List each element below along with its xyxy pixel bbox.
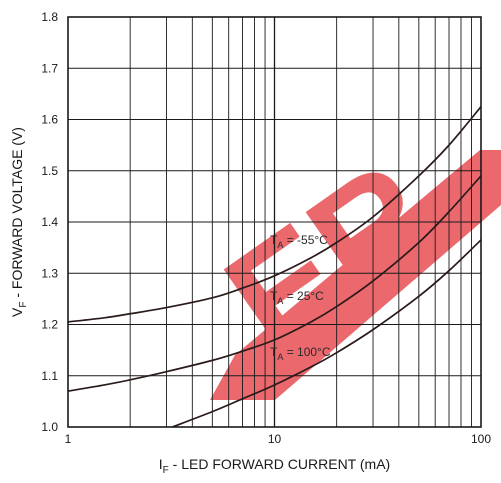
x-axis-title-sub: F: [163, 465, 169, 476]
series-group: [67, 106, 482, 428]
watermark-band: [210, 150, 501, 400]
series-line: [172, 239, 482, 428]
x-axis-title-rest: - LED FORWARD CURRENT (mA): [169, 456, 390, 472]
x-axis-title-main: I: [159, 456, 163, 472]
y-axis-title-rest: - FORWARD VOLTAGE (V): [9, 127, 25, 302]
x-tick-label: 100: [471, 432, 491, 446]
x-tick-label: 10: [268, 432, 282, 446]
series-line: [67, 106, 482, 323]
y-tick-label: 1.6: [41, 113, 58, 127]
y-tick-label: 1.0: [41, 420, 58, 434]
y-tick-label: 1.2: [41, 318, 58, 332]
y-tick-label: 1.1: [41, 369, 58, 383]
series-label: TA = 25°C: [270, 289, 324, 306]
y-axis-title: VF - FORWARD VOLTAGE (V): [9, 127, 29, 317]
y-tick-label: 1.7: [41, 61, 58, 75]
series-label: TA = 100°C: [270, 345, 331, 362]
plot-frame: [67, 16, 482, 428]
y-axis-title-main: V: [9, 307, 25, 317]
y-axis-title-sub: F: [18, 302, 29, 308]
y-tick-label: 1.3: [41, 266, 58, 280]
y-tick-label: 1.8: [41, 10, 58, 24]
series-line: [67, 175, 482, 392]
y-tick-label: 1.5: [41, 164, 58, 178]
series-label: TA = -55°C: [270, 233, 328, 250]
x-axis-title: IF - LED FORWARD CURRENT (mA): [159, 456, 390, 476]
grid: [68, 16, 481, 428]
x-tick-label: 1: [65, 432, 72, 446]
tick-labels: 1.0 1.1 1.2 1.3 1.4 1.5 1.6 1.7 1.8 1 10 100: [41, 10, 491, 446]
curve-labels: TA = -55°C TA = 25°C TA = 100°C: [270, 233, 331, 362]
y-tick-label: 1.4: [41, 215, 58, 229]
